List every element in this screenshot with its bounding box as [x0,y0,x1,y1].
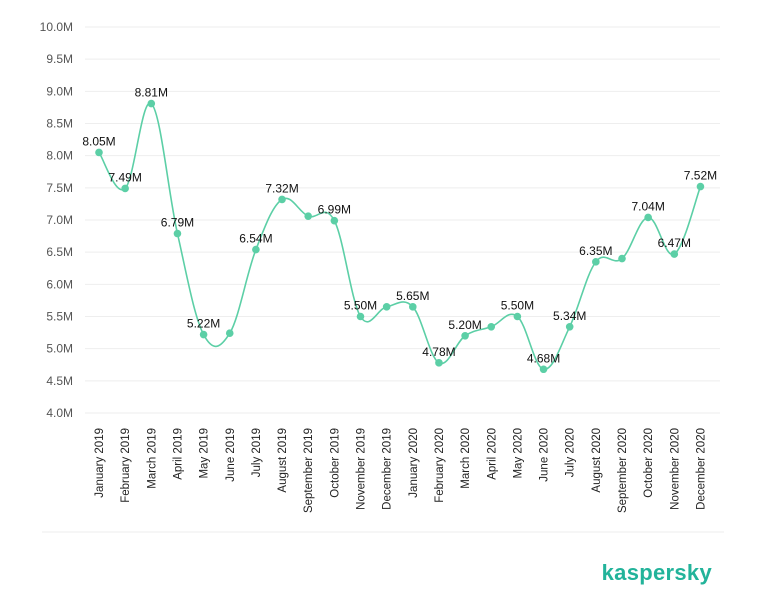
data-label: 5.50M [344,299,377,313]
data-label: 7.49M [108,170,141,184]
data-point [513,312,522,321]
data-label: 6.35M [579,244,612,258]
x-tick-label: February 2020 [434,428,446,503]
data-point [173,229,182,238]
x-tick-label: August 2020 [591,428,603,493]
y-tick-label: 6.5M [46,245,73,259]
data-label: 7.04M [631,199,664,213]
y-tick-label: 4.0M [46,406,73,420]
x-tick-label: January 2019 [94,428,106,498]
x-tick-label: July 2019 [251,428,263,477]
x-tick-label: January 2020 [408,428,420,498]
x-tick-label: December 2019 [382,428,394,510]
x-tick-label: April 2020 [486,428,498,480]
y-tick-label: 6.0M [46,277,73,291]
data-point [330,216,339,225]
data-point [644,213,652,222]
x-tick-label: March 2019 [146,428,158,489]
data-label: 6.99M [318,203,351,217]
data-point [565,322,574,331]
data-label: 5.22M [187,317,220,331]
y-tick-label: 8.5M [46,117,73,131]
x-tick-label: May 2019 [199,428,211,479]
y-tick-label: 10.0M [40,20,73,34]
data-points [95,99,705,374]
data-label: 5.20M [448,318,481,332]
y-tick-label: 4.5M [46,374,73,388]
gridlines [42,26,724,533]
x-tick-label: April 2019 [172,428,184,480]
y-tick-label: 7.5M [46,181,73,195]
x-axis: January 2019 February 2019 March 2019 April… [94,428,707,513]
x-tick-label: September 2019 [303,428,315,513]
data-point [409,303,417,311]
y-tick-label: 9.0M [46,84,73,98]
x-tick-label: December 2020 [695,428,707,510]
data-point [592,258,600,266]
data-point [304,212,313,220]
data-label: 5.50M [501,299,534,313]
data-point [461,332,469,340]
x-tick-label: June 2020 [539,428,551,482]
x-tick-label: February 2019 [120,428,132,503]
x-tick-label: October 2020 [643,428,655,498]
data-point [278,195,286,204]
x-tick-label: May 2020 [512,428,524,479]
data-label: 8.05M [82,134,115,148]
data-point [435,359,443,367]
data-label: 4.68M [527,351,560,365]
data-point [199,330,208,339]
data-label: 5.34M [553,309,586,323]
data-point [147,99,156,108]
data-point [487,322,496,331]
data-label: 7.52M [684,169,717,183]
data-point [95,148,103,157]
kaspersky-logo: kaspersky [601,560,712,585]
y-tick-label: 5.5M [46,310,73,324]
data-point [225,329,234,338]
data-label: 7.32M [265,181,298,195]
data-label: 6.47M [658,236,691,250]
y-tick-label: 9.5M [46,52,73,66]
y-tick-label: 5.0M [46,342,73,356]
data-label: 6.79M [161,216,194,230]
data-label: 5.65M [396,289,429,303]
data-point [539,365,548,374]
y-tick-label: 8.0M [46,149,73,163]
data-point [696,182,705,191]
x-tick-label: August 2019 [277,428,289,493]
x-tick-label: November 2020 [669,428,681,510]
data-point [382,303,391,311]
data-label: 6.54M [239,232,272,246]
x-tick-label: July 2020 [565,428,577,477]
data-point [252,245,260,254]
x-tick-label: October 2019 [329,428,341,498]
data-point [618,254,626,263]
data-labels: 8.05M 7.49M 8.81M 6.79M 5.22M 6.54M 7.32M 6.99M… [82,86,717,366]
x-tick-label: November 2019 [356,428,368,510]
x-tick-label: March 2020 [460,428,472,489]
data-point [121,184,129,193]
data-point [670,250,679,258]
x-tick-label: September 2020 [617,428,629,513]
data-point [356,312,365,321]
x-tick-label: June 2019 [225,428,237,482]
data-label: 4.78M [422,345,455,359]
y-axis: 4.0M 4.5M 5.0M 5.5M 6.0M 6.5M 7.0M 7.5M 8.0M 8.5M… [40,20,73,420]
data-label: 8.81M [135,86,168,100]
y-tick-label: 7.0M [46,213,73,227]
